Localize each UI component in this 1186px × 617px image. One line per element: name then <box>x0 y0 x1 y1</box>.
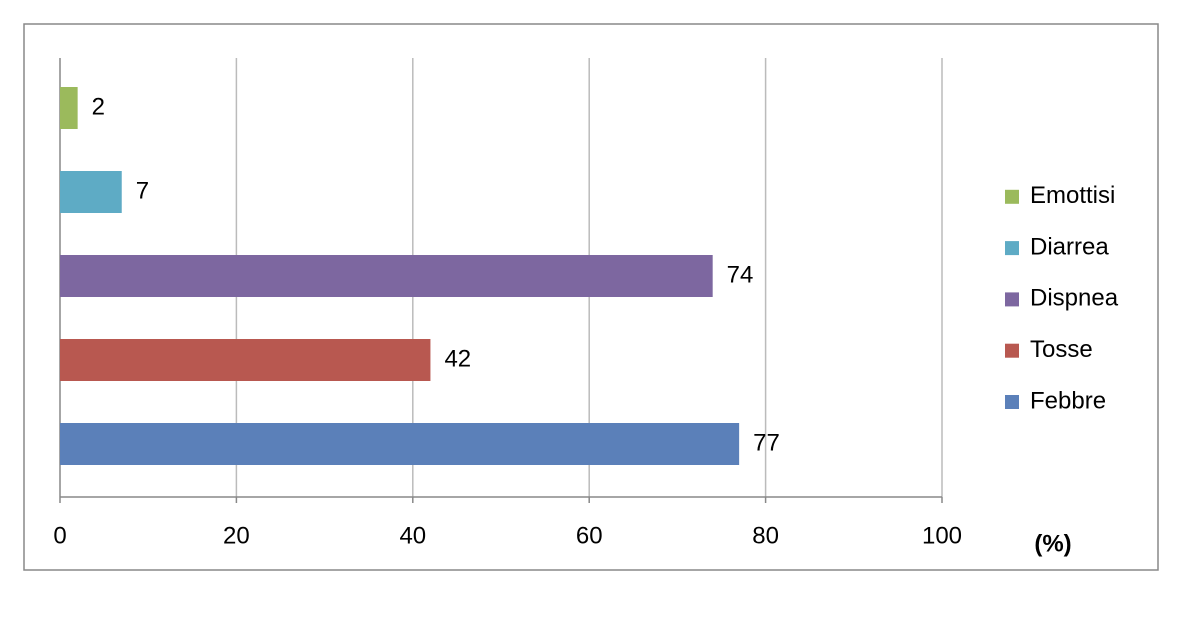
x-tick-label: 80 <box>752 522 779 549</box>
bar <box>60 423 740 465</box>
value-label: 2 <box>92 93 105 120</box>
x-tick-label: 0 <box>53 522 66 549</box>
x-tick-label: 100 <box>922 522 962 549</box>
value-label: 42 <box>444 345 471 372</box>
value-label: 7 <box>136 177 149 204</box>
value-label: 77 <box>753 429 780 456</box>
bar <box>60 87 78 129</box>
legend-label: Tosse <box>1030 336 1093 363</box>
legend-swatch <box>1005 241 1019 256</box>
legend-swatch <box>1005 189 1019 204</box>
x-axis-label: (%) <box>1034 530 1071 557</box>
legend-label: Emottisi <box>1030 182 1115 209</box>
x-tick-label: 20 <box>223 522 250 549</box>
legend-label: Diarrea <box>1030 233 1109 260</box>
bar <box>60 255 713 297</box>
legend-swatch <box>1005 292 1019 307</box>
bar <box>60 339 431 381</box>
legend-swatch <box>1005 343 1019 358</box>
legend-swatch <box>1005 395 1019 409</box>
x-tick-label: 60 <box>576 522 603 549</box>
x-tick-label: 40 <box>399 522 426 549</box>
bar <box>60 171 122 213</box>
value-label: 74 <box>727 261 754 288</box>
legend-label: Febbre <box>1030 387 1106 414</box>
legend-label: Dispnea <box>1030 285 1119 312</box>
